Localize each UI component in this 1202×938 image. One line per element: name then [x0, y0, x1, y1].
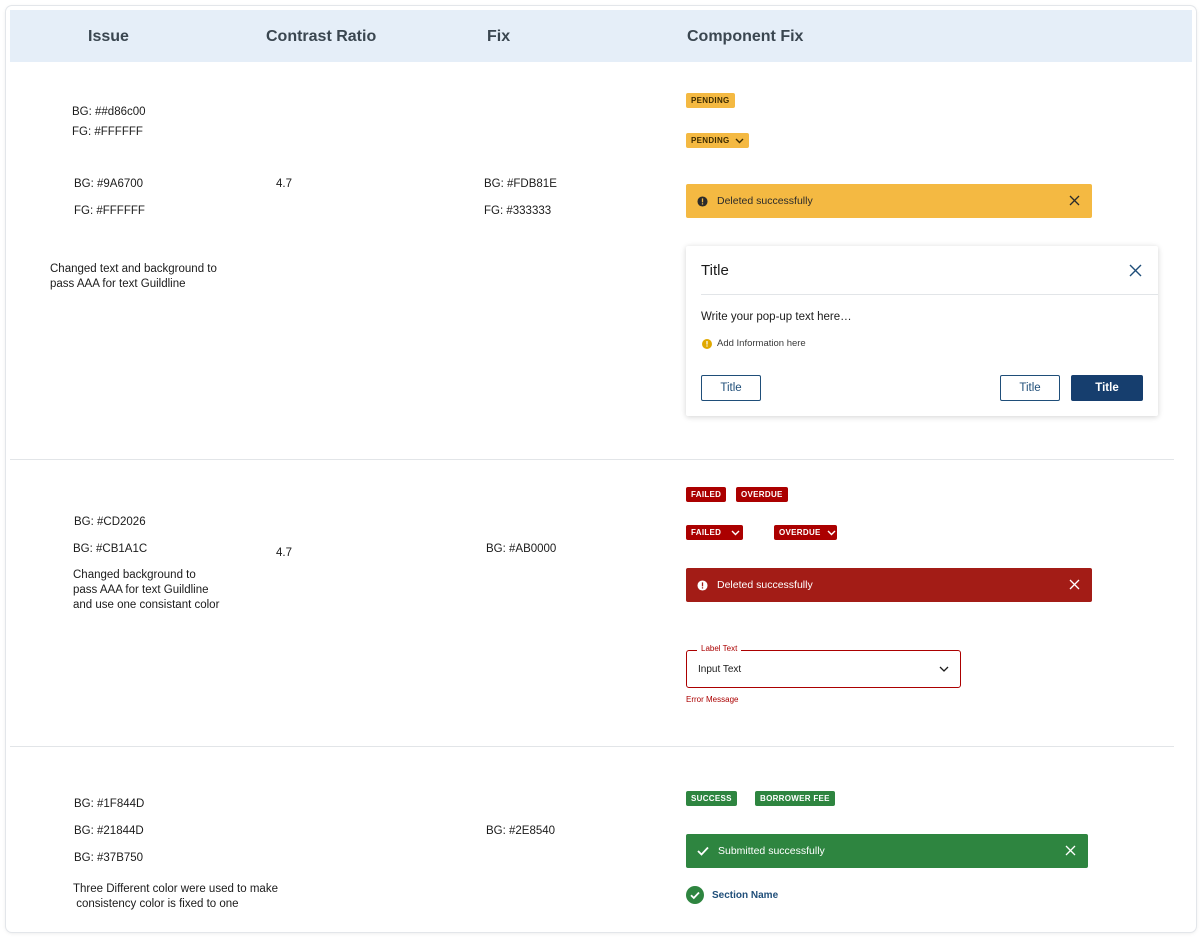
alert-exclamation-icon — [697, 579, 708, 591]
fix-color: BG: #2E8540 — [486, 825, 556, 837]
issue-note: pass AAA for text Guildline — [50, 278, 186, 290]
modal-secondary-button[interactable]: Title — [1000, 375, 1060, 401]
modal-title: Title — [701, 262, 729, 279]
fix-color: FG: #333333 — [484, 205, 552, 217]
alert-message: Deleted successfully — [717, 579, 813, 591]
contrast-ratio-value: 4.7 — [276, 547, 292, 559]
badge-label: PENDING — [691, 136, 730, 145]
issue-note: consistency color is fixed to one — [73, 898, 239, 910]
alert-message: Submitted successfully — [718, 845, 825, 857]
status-badge-success: SUCCESS — [686, 791, 737, 806]
section-name-label: Section Name — [712, 889, 779, 901]
issue-color: BG: #CB1A1C — [73, 543, 148, 555]
modal-divider — [701, 294, 1158, 295]
select-field-error[interactable]: Label Text Input Text — [686, 644, 961, 688]
chevron-down-icon — [939, 666, 949, 672]
chevron-down-icon — [735, 138, 744, 144]
issue-color: BG: #37B750 — [74, 852, 144, 864]
issue-color: BG: #CD2026 — [74, 516, 146, 528]
badge-label: FAILED — [691, 528, 722, 537]
issue-color: BG: #21844D — [74, 825, 144, 837]
section-name-link[interactable]: Section Name — [686, 886, 778, 904]
status-badge-failed: FAILED — [686, 487, 727, 502]
chevron-down-icon — [827, 530, 836, 536]
close-icon[interactable] — [1065, 845, 1076, 856]
row-divider — [10, 459, 1174, 460]
status-badge-overdue: OVERDUE — [736, 487, 788, 502]
status-badge-borrower-fee: BORROWER FEE — [755, 791, 835, 806]
fix-color: BG: #FDB81E — [484, 178, 557, 190]
issue-color: BG: #9A6700 — [74, 178, 144, 190]
checkmark-icon — [697, 846, 709, 856]
fix-color: BG: #AB0000 — [486, 543, 557, 555]
modal-close-icon[interactable] — [1129, 264, 1142, 277]
issue-color: BG: #1F844D — [74, 798, 145, 810]
modal-dialog: Title Write your pop-up text here… Add I… — [686, 246, 1158, 416]
success-alert: Submitted successfully — [686, 834, 1088, 868]
issue-note: Changed text and background to — [50, 263, 217, 275]
header-issue: Issue — [88, 28, 129, 45]
status-badge-pending: PENDING — [686, 93, 735, 108]
alert-exclamation-icon — [697, 195, 708, 207]
contrast-ratio-value: 4.7 — [276, 178, 292, 190]
issue-note: pass AAA for text Guildline — [73, 584, 209, 596]
alert-message: Deleted successfully — [717, 195, 813, 207]
status-dropdown-failed[interactable]: FAILED — [686, 525, 743, 540]
header-contrast-ratio: Contrast Ratio — [266, 28, 377, 45]
error-alert: Deleted successfully — [686, 568, 1092, 602]
close-icon[interactable] — [1069, 579, 1080, 590]
issue-note: Changed background to — [73, 569, 196, 581]
header-fix: Fix — [487, 28, 511, 45]
accessibility-fix-table: Issue Contrast Ratio Fix Component Fix B… — [6, 6, 1196, 932]
modal-primary-button[interactable]: Title — [1071, 375, 1143, 401]
field-label: Label Text — [697, 644, 742, 653]
warning-alert: Deleted successfully — [686, 184, 1092, 218]
modal-left-button[interactable]: Title — [701, 375, 761, 401]
modal-info-line: Add Information here — [702, 338, 806, 349]
chevron-down-icon — [731, 530, 740, 536]
row-divider — [10, 746, 1174, 747]
field-error-message: Error Message — [686, 695, 739, 704]
status-dropdown-overdue[interactable]: OVERDUE — [774, 525, 837, 540]
issue-note: and use one consistant color — [73, 599, 220, 611]
issue-color: FG: #FFFFFF — [74, 205, 145, 217]
modal-info-text: Add Information here — [717, 338, 806, 349]
badge-label: OVERDUE — [779, 528, 821, 537]
status-dropdown-pending[interactable]: PENDING — [686, 133, 749, 148]
info-icon — [702, 338, 712, 349]
modal-body-text: Write your pop-up text here… — [701, 311, 852, 323]
issue-color: FG: #FFFFFF — [72, 126, 143, 138]
issue-note: Three Different color were used to make — [73, 883, 278, 895]
field-value: Input Text — [698, 664, 742, 675]
check-circle-icon — [686, 886, 704, 904]
issue-color: BG: ##d86c00 — [72, 106, 146, 118]
close-icon[interactable] — [1069, 195, 1080, 206]
header-component-fix: Component Fix — [687, 28, 804, 45]
table-header: Issue Contrast Ratio Fix Component Fix — [10, 10, 1192, 62]
